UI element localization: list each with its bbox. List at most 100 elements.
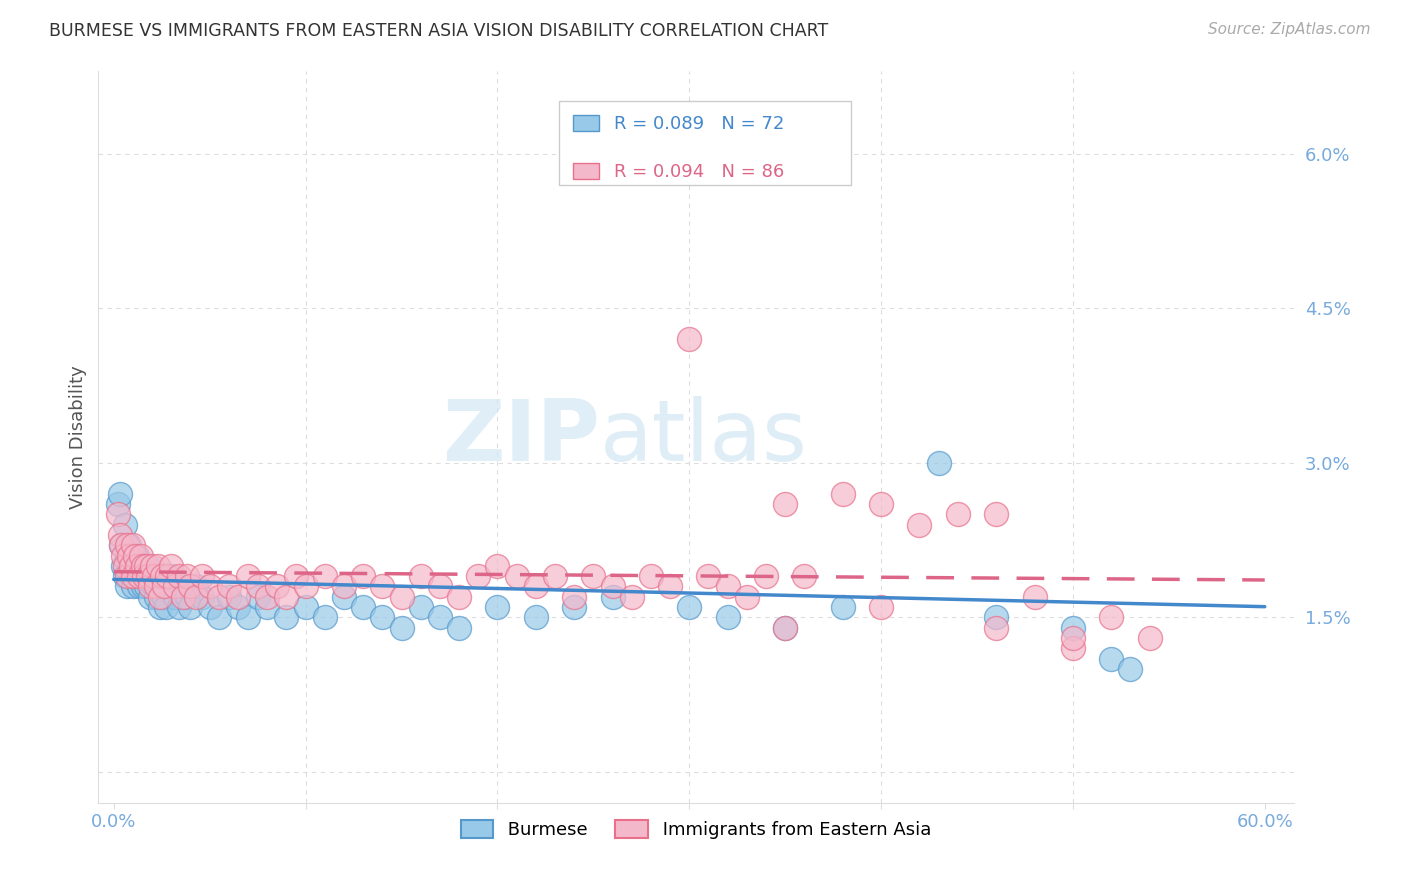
Point [620, 590, 643, 604]
Point [793, 569, 815, 583]
Point [136, 569, 159, 583]
Point [333, 579, 356, 593]
Point [131, 558, 153, 573]
Point [486, 600, 509, 615]
Text: R = 0.089   N = 72: R = 0.089 N = 72 [613, 115, 785, 133]
Point [659, 579, 682, 593]
Point [118, 549, 141, 563]
Point [314, 610, 336, 624]
Point [179, 600, 201, 615]
Point [1062, 631, 1084, 645]
Point [141, 569, 163, 583]
Point [717, 610, 740, 624]
Point [108, 487, 131, 501]
Point [697, 569, 720, 583]
Point [371, 610, 394, 624]
Point [149, 590, 172, 604]
Point [391, 590, 413, 604]
Point [276, 610, 298, 624]
Point [256, 600, 278, 615]
Point [1024, 590, 1046, 604]
Point [467, 569, 489, 583]
Point [167, 600, 190, 615]
Point [146, 558, 169, 573]
Point [115, 538, 138, 552]
Point [165, 579, 187, 593]
Point [129, 569, 152, 583]
Point [120, 558, 142, 573]
Point [125, 549, 148, 563]
Point [986, 621, 1008, 635]
Point [228, 590, 250, 604]
Point [1062, 641, 1084, 656]
Point [160, 569, 183, 583]
Point [125, 569, 148, 583]
Point [640, 146, 662, 161]
Point [191, 590, 214, 604]
Point [139, 579, 162, 593]
Text: Source: ZipAtlas.com: Source: ZipAtlas.com [1208, 22, 1371, 37]
Point [112, 558, 135, 573]
Point [118, 558, 141, 573]
Point [986, 610, 1008, 624]
Point [160, 558, 183, 573]
Point [146, 569, 169, 583]
Point [449, 590, 471, 604]
Point [139, 590, 162, 604]
Point [125, 558, 148, 573]
Point [524, 610, 547, 624]
Point [172, 579, 194, 593]
Point [314, 569, 336, 583]
Point [150, 569, 173, 583]
Point [333, 590, 356, 604]
Point [136, 558, 159, 573]
Point [122, 569, 145, 583]
Point [131, 558, 153, 573]
Point [115, 549, 138, 563]
Point [145, 590, 167, 604]
Point [114, 569, 136, 583]
Point [208, 590, 231, 604]
Text: ZIP: ZIP [443, 395, 600, 479]
Point [391, 621, 413, 635]
Point [115, 579, 138, 593]
Point [124, 558, 146, 573]
Point [928, 456, 950, 470]
Point [152, 579, 174, 593]
Text: BURMESE VS IMMIGRANTS FROM EASTERN ASIA VISION DISABILITY CORRELATION CHART: BURMESE VS IMMIGRANTS FROM EASTERN ASIA … [49, 22, 828, 40]
Point [908, 517, 931, 532]
Point [409, 600, 432, 615]
Point [114, 558, 136, 573]
Legend:  Burmese,  Immigrants from Eastern Asia: Burmese, Immigrants from Eastern Asia [454, 813, 938, 847]
Point [352, 569, 374, 583]
Point [246, 590, 269, 604]
Point [122, 538, 145, 552]
Point [735, 590, 758, 604]
Point [294, 600, 316, 615]
Point [755, 569, 778, 583]
Point [112, 549, 135, 563]
Point [115, 569, 138, 583]
Point [191, 569, 214, 583]
Point [176, 590, 198, 604]
Point [172, 590, 194, 604]
Point [156, 579, 179, 593]
Point [236, 569, 259, 583]
Point [110, 538, 132, 552]
Point [986, 508, 1008, 522]
Point [114, 517, 136, 532]
Point [128, 579, 150, 593]
Point [156, 569, 179, 583]
Point [110, 538, 132, 552]
Point [129, 549, 152, 563]
Point [143, 569, 166, 583]
Point [167, 569, 190, 583]
FancyBboxPatch shape [572, 115, 599, 131]
Point [429, 610, 451, 624]
Point [946, 508, 969, 522]
Point [266, 579, 288, 593]
Point [562, 600, 585, 615]
Point [131, 579, 153, 593]
Text: atlas: atlas [600, 395, 808, 479]
Point [236, 610, 259, 624]
